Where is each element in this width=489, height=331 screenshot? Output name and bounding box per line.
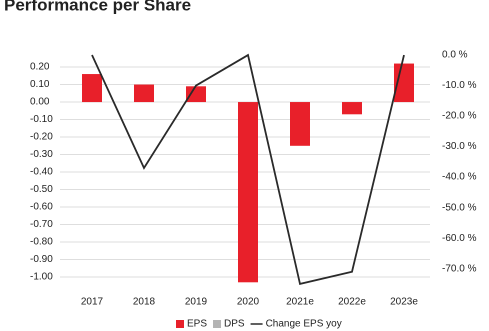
- y-tick-label: -0.20: [30, 132, 53, 143]
- y-tick-label: -0.40: [30, 167, 53, 178]
- y-tick-label: -0.50: [30, 184, 53, 195]
- y-tick-label: -0.70: [30, 219, 53, 230]
- x-tick-label: 2017: [81, 297, 104, 308]
- y-tick-label: 0.20: [30, 62, 50, 73]
- legend-swatch: [176, 320, 184, 328]
- x-tick-label: 2021e: [286, 297, 314, 308]
- y-tick-label: 0.10: [30, 79, 50, 90]
- bar: [134, 84, 154, 103]
- y-tick-label: -0.10: [30, 114, 53, 125]
- y-tick-label: -0.90: [30, 254, 53, 265]
- x-tick-label: 2023e: [390, 297, 418, 308]
- y2-tick-label: -60.0 %: [442, 233, 477, 244]
- legend-label: EPS: [187, 319, 207, 330]
- y2-tick-label: 0.0 %: [442, 50, 468, 61]
- y2-tick-label: -70.0 %: [442, 263, 477, 274]
- line: [91, 53, 405, 285]
- bar: [82, 74, 102, 103]
- bar: [186, 86, 206, 103]
- legend-swatch: [213, 320, 222, 328]
- y-tick-label: -1.00: [30, 272, 53, 283]
- y2-tick-label: -10.0 %: [442, 80, 477, 91]
- x-tick-label: 2018: [133, 297, 156, 308]
- y2-tick-label: -40.0 %: [442, 172, 477, 183]
- y2-tick-label: -30.0 %: [442, 141, 477, 152]
- x-tick-label: 2019: [185, 297, 208, 308]
- y-tick-label: -0.30: [30, 149, 53, 160]
- y2-tick-label: -20.0 %: [442, 111, 477, 122]
- x-tick-label: 2022e: [338, 297, 366, 308]
- y-tick-label: -0.80: [30, 237, 53, 248]
- y-tick-label: -0.60: [30, 202, 53, 213]
- bar: [342, 102, 362, 115]
- bar: [238, 102, 258, 283]
- bar: [290, 102, 310, 146]
- y-tick-label: 0.00: [30, 97, 50, 108]
- y2-tick-label: -50.0 %: [442, 202, 477, 213]
- chart-title: Performance per Share: [4, 0, 191, 14]
- x-tick-label: 2020: [237, 297, 260, 308]
- legend-label: DPS: [224, 319, 245, 330]
- legend-label: Change EPS yoy: [266, 319, 342, 330]
